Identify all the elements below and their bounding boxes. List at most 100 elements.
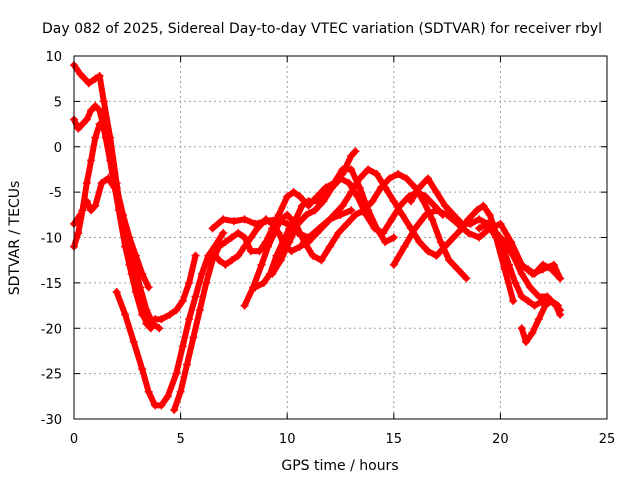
data-point — [287, 247, 296, 256]
data-point — [394, 169, 403, 178]
data-point — [182, 360, 191, 369]
y-tick-label: 10 — [45, 50, 62, 65]
data-point — [99, 124, 108, 133]
data-point — [276, 215, 285, 224]
data-point — [492, 228, 501, 237]
data-point — [440, 201, 449, 210]
data-point — [553, 301, 562, 310]
data-point — [432, 188, 441, 197]
y-tick-label: -30 — [41, 413, 62, 428]
data-point — [351, 210, 360, 219]
data-point — [315, 224, 324, 233]
data-point — [453, 265, 462, 274]
data-point — [342, 219, 351, 228]
data-point — [221, 260, 230, 269]
x-tick-label: 25 — [599, 432, 616, 447]
data-point — [234, 251, 243, 260]
data-point — [170, 405, 179, 414]
data-point — [110, 183, 119, 192]
series-s17 — [524, 260, 565, 283]
data-point — [219, 228, 228, 237]
data-point — [295, 192, 304, 201]
data-point — [347, 151, 356, 160]
data-point — [283, 210, 292, 219]
data-point — [91, 201, 100, 210]
data-point — [91, 101, 100, 110]
data-point — [334, 228, 343, 237]
y-tick-label: -5 — [49, 186, 62, 201]
y-tick-label: 0 — [54, 141, 62, 156]
data-point — [276, 256, 285, 265]
data-point — [462, 274, 471, 283]
data-point — [302, 210, 311, 219]
data-point — [327, 183, 336, 192]
data-point — [163, 392, 172, 401]
data-point — [214, 256, 223, 265]
data-point — [129, 337, 138, 346]
data-point — [74, 124, 83, 133]
data-point — [172, 306, 181, 315]
data-point — [511, 278, 520, 287]
data-point — [379, 228, 388, 237]
data-point — [423, 174, 432, 183]
y-tick-label: -20 — [41, 322, 62, 337]
data-point — [364, 165, 373, 174]
data-point — [377, 183, 386, 192]
data-point — [227, 256, 236, 265]
data-point — [240, 242, 249, 251]
data-point — [251, 219, 260, 228]
data-point — [91, 74, 100, 83]
data-point — [121, 310, 130, 319]
x-tick-label: 10 — [279, 432, 296, 447]
data-point — [264, 242, 273, 251]
data-point — [415, 183, 424, 192]
data-point — [421, 192, 430, 201]
data-point — [547, 265, 556, 274]
data-point — [310, 206, 319, 215]
data-point — [195, 306, 204, 315]
data-point — [458, 219, 467, 228]
x-tick-label: 5 — [176, 432, 184, 447]
series-line — [113, 230, 227, 409]
data-point — [204, 251, 213, 260]
y-tick-label: 5 — [54, 95, 62, 110]
data-point — [368, 197, 377, 206]
chart-title: Day 082 of 2025, Sidereal Day-to-day VTE… — [42, 21, 602, 37]
data-point — [479, 201, 488, 210]
data-point — [185, 315, 194, 324]
data-point — [406, 197, 415, 206]
data-point — [129, 256, 138, 265]
data-point — [257, 260, 266, 269]
data-point — [524, 297, 533, 306]
data-point — [289, 188, 298, 197]
data-point — [317, 256, 326, 265]
data-point — [221, 238, 230, 247]
data-point — [338, 165, 347, 174]
series-s16 — [517, 297, 562, 346]
data-point — [240, 215, 249, 224]
data-point — [496, 219, 505, 228]
data-point — [353, 192, 362, 201]
data-point — [268, 269, 277, 278]
data-point — [234, 228, 243, 237]
data-point — [347, 165, 356, 174]
data-point — [197, 269, 206, 278]
data-point — [547, 297, 556, 306]
data-point — [517, 269, 526, 278]
data-point — [138, 365, 147, 374]
data-point — [229, 217, 238, 226]
data-point — [270, 228, 279, 237]
data-point — [97, 179, 106, 188]
y-tick-label: -15 — [41, 277, 62, 292]
data-point — [387, 215, 396, 224]
data-point — [347, 206, 356, 215]
data-point — [389, 197, 398, 206]
data-point — [534, 292, 543, 301]
x-tick-label: 15 — [386, 432, 403, 447]
data-point — [298, 201, 307, 210]
data-point — [165, 310, 174, 319]
data-point — [475, 224, 484, 233]
data-point — [464, 215, 473, 224]
data-series — [70, 61, 565, 414]
